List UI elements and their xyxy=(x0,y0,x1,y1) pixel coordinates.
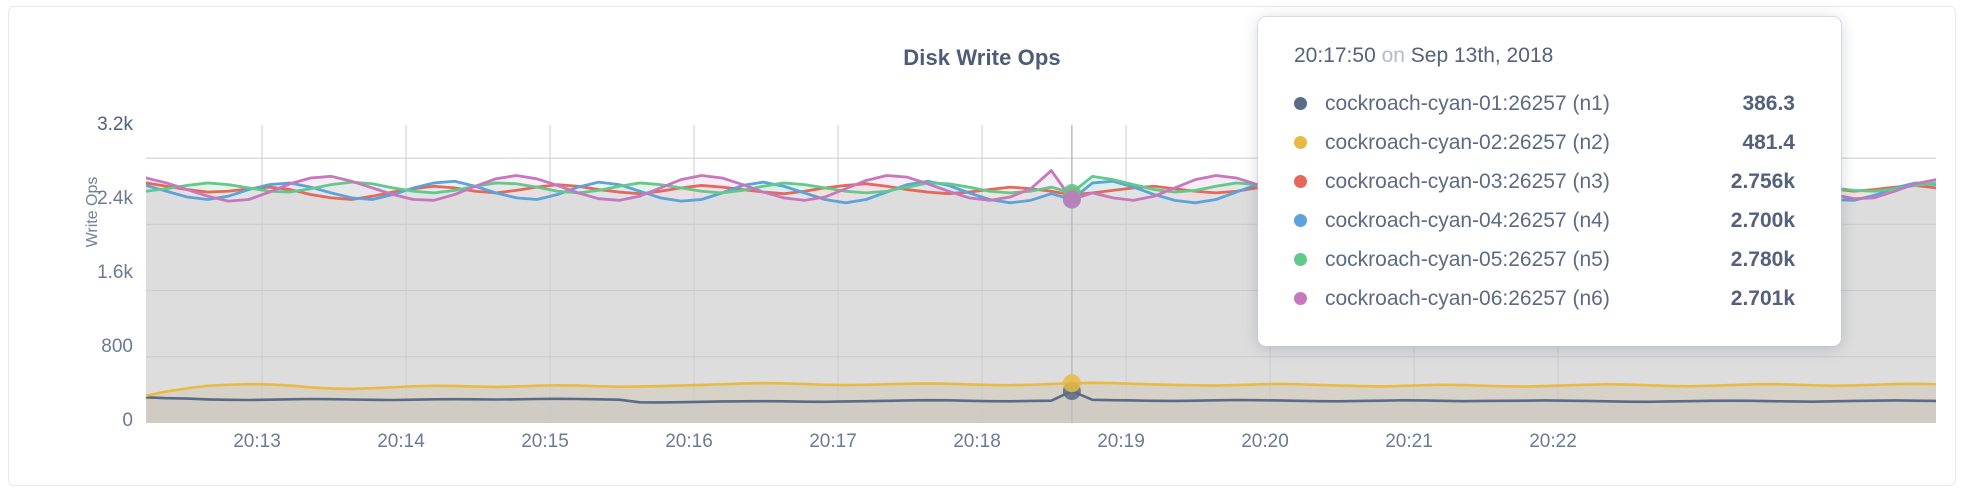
tooltip-row: cockroach-cyan-03:26257 (n3) 2.756k xyxy=(1294,162,1807,201)
tooltip-series-list: cockroach-cyan-01:26257 (n1) 386.3 cockroa… xyxy=(1294,84,1807,318)
series-color-dot-icon xyxy=(1294,136,1307,149)
y-tick-label: 3.2k xyxy=(97,114,133,135)
tooltip-row: cockroach-cyan-01:26257 (n1) 386.3 xyxy=(1294,84,1807,123)
x-tick-label: 20:20 xyxy=(1241,431,1289,452)
series-color-dot-icon xyxy=(1294,97,1307,110)
y-tick-label: 1.6k xyxy=(97,262,133,283)
tooltip-series-label: cockroach-cyan-01:26257 (n1) xyxy=(1325,91,1610,115)
tooltip-series-label: cockroach-cyan-03:26257 (n3) xyxy=(1325,169,1610,193)
tooltip-series-value: 481.4 xyxy=(1742,130,1795,154)
series-line xyxy=(146,389,1936,404)
tooltip-time: 20:17:50 xyxy=(1294,44,1376,67)
series-color-dot-icon xyxy=(1294,175,1307,188)
tooltip-series-label: cockroach-cyan-04:26257 (n4) xyxy=(1325,208,1610,232)
x-tick-label: 20:22 xyxy=(1529,431,1577,452)
x-tick-label: 20:16 xyxy=(665,431,713,452)
tooltip-row: cockroach-cyan-05:26257 (n5) 2.780k xyxy=(1294,240,1807,279)
tooltip-date: Sep 13th, 2018 xyxy=(1410,44,1554,67)
tooltip-on-word: on xyxy=(1381,44,1405,67)
tooltip-row: cockroach-cyan-02:26257 (n2) 481.4 xyxy=(1294,123,1807,162)
series-color-dot-icon xyxy=(1294,292,1307,305)
tooltip-row: cockroach-cyan-04:26257 (n4) 2.700k xyxy=(1294,201,1807,240)
chart-title: Disk Write Ops xyxy=(903,45,1061,70)
x-tick-label: 20:17 xyxy=(809,431,857,452)
tooltip-series-value: 386.3 xyxy=(1742,91,1795,115)
tooltip-series-value: 2.701k xyxy=(1730,286,1795,310)
tooltip-series-value: 2.756k xyxy=(1730,169,1795,193)
tooltip-series-label: cockroach-cyan-02:26257 (n2) xyxy=(1325,130,1610,154)
series-color-dot-icon xyxy=(1294,214,1307,227)
x-axis-ticks: 20:13 20:14 20:15 20:16 20:17 20:18 20:1… xyxy=(146,431,1936,461)
tooltip-row: cockroach-cyan-06:26257 (n6) 2.701k xyxy=(1294,279,1807,318)
series-line xyxy=(146,381,1936,397)
x-tick-label: 20:13 xyxy=(233,431,281,452)
tooltip-series-value: 2.780k xyxy=(1730,247,1795,271)
x-tick-label: 20:14 xyxy=(377,431,425,452)
y-tick-label: 2.4k xyxy=(97,188,133,209)
tooltip-header: 20:17:50 on Sep 13th, 2018 xyxy=(1294,44,1807,68)
tooltip-series-label: cockroach-cyan-06:26257 (n6) xyxy=(1325,286,1610,310)
hover-point-marker xyxy=(1062,190,1081,209)
x-tick-label: 20:18 xyxy=(953,431,1001,452)
series-color-dot-icon xyxy=(1294,253,1307,266)
tooltip-series-value: 2.700k xyxy=(1730,208,1795,232)
x-tick-label: 20:19 xyxy=(1097,431,1145,452)
tooltip-series-label: cockroach-cyan-05:26257 (n5) xyxy=(1325,247,1610,271)
x-tick-label: 20:15 xyxy=(521,431,569,452)
y-tick-label: 800 xyxy=(101,336,133,357)
chart-card: Disk Write Ops Write Ops 3.2k 2.4k 1.6k … xyxy=(8,6,1956,486)
y-axis-ticks: 3.2k 2.4k 1.6k 800 0 xyxy=(9,7,133,496)
y-tick-label: 0 xyxy=(122,410,133,431)
chart-tooltip: 20:17:50 on Sep 13th, 2018 cockroach-cya… xyxy=(1258,17,1841,346)
x-tick-label: 20:21 xyxy=(1385,431,1433,452)
hover-point-marker xyxy=(1062,374,1081,393)
